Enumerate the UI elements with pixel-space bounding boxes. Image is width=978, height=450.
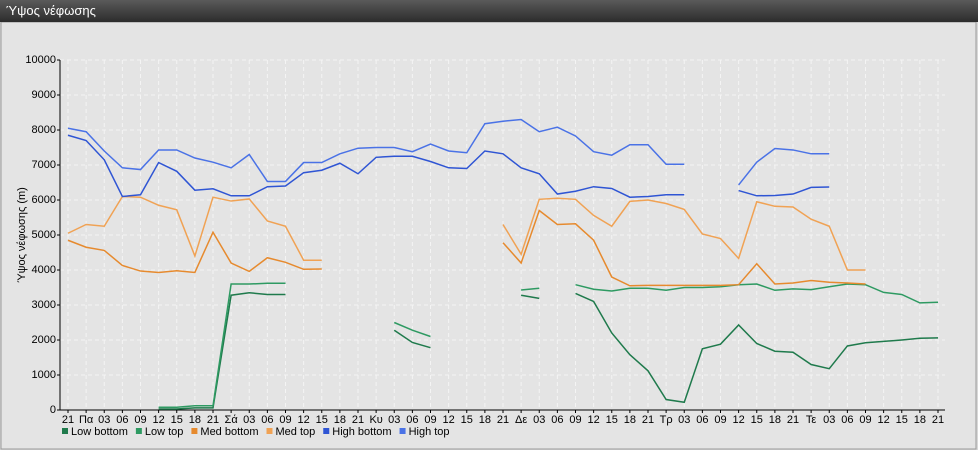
x-tick-label: 21 (787, 414, 799, 426)
x-tick-label: 18 (769, 414, 781, 426)
series-line (67, 195, 866, 271)
legend-label: High bottom (332, 426, 391, 438)
y-tick-label: 9000 (32, 89, 56, 101)
x-tick-label: 21 (352, 414, 364, 426)
x-tick-label: 06 (116, 414, 128, 426)
x-tick-label: 21 (642, 414, 654, 426)
x-tick-label: 09 (424, 414, 436, 426)
x-tick-label: 18 (334, 414, 346, 426)
legend-label: Med bottom (200, 426, 258, 438)
legend-swatch (191, 428, 198, 434)
y-tick-label: 7000 (32, 159, 56, 171)
x-tick-label: Πα (79, 414, 94, 426)
x-tick-label: 12 (443, 414, 455, 426)
chart: Ύψος νέφωσης (m) 0 1000 2000 3000 4000 5000 60… (0, 22, 977, 450)
x-tick-label: 15 (316, 414, 328, 426)
y-tick-label: 1000 (32, 369, 56, 381)
x-tick-label: 03 (388, 414, 400, 426)
x-tick-label: 21 (207, 414, 219, 426)
x-tick-label: 21 (62, 414, 74, 426)
x-tick-label: 15 (751, 414, 763, 426)
x-tick-label: 12 (588, 414, 600, 426)
x-tick-label: 09 (859, 414, 871, 426)
x-tick-label: 21 (932, 414, 944, 426)
window-title: Ύψος νέφωσης (0, 0, 978, 22)
x-tick-label: Τρ (660, 414, 673, 426)
x-tick-label: Δε (515, 414, 527, 426)
x-tick-label: 09 (569, 414, 581, 426)
legend-swatch (62, 428, 68, 434)
x-tick-label: 09 (279, 414, 291, 426)
x-tick-label: 15 (606, 414, 618, 426)
x-tick-label: 18 (479, 414, 491, 426)
y-tick-label: 3000 (32, 299, 56, 311)
series-line (158, 282, 939, 408)
x-tick-label: 21 (497, 414, 509, 426)
y-tick-label: 2000 (32, 334, 56, 346)
x-tick-label: 15 (171, 414, 183, 426)
x-tick-label: 06 (406, 414, 418, 426)
x-tick-label: 12 (298, 414, 310, 426)
x-tick-label: 18 (189, 414, 201, 426)
legend-label: Low top (145, 426, 184, 438)
x-tick-label: Τε (806, 414, 817, 426)
x-tick-label: 09 (714, 414, 726, 426)
x-tick-label: 06 (551, 414, 563, 426)
x-tick-label: 09 (134, 414, 146, 426)
x-tick-label: 06 (841, 414, 853, 426)
x-tick-label: 12 (733, 414, 745, 426)
legend-swatch (135, 428, 142, 434)
series-line (158, 291, 939, 410)
x-tick-label: Κυ (369, 414, 382, 426)
y-axis-label: Ύψος νέφωσης (m) (16, 187, 28, 283)
legend-swatch (323, 428, 330, 434)
x-tick-label: Σά (225, 414, 239, 426)
y-tick-label: 4000 (32, 264, 56, 276)
legend-label: Med top (276, 426, 316, 438)
x-tick-label: 18 (624, 414, 636, 426)
x-tick-label: 03 (243, 414, 255, 426)
series-line (67, 134, 830, 198)
y-tick-label: 5000 (32, 229, 56, 241)
x-tick-label: 15 (896, 414, 908, 426)
x-tick-label: 06 (696, 414, 708, 426)
legend-swatch (399, 428, 406, 434)
y-tick-label: 10000 (25, 54, 56, 66)
x-tick-label: 03 (678, 414, 690, 426)
y-tick-label: 0 (50, 404, 56, 416)
x-tick-label: 03 (823, 414, 835, 426)
legend-swatch (266, 428, 273, 434)
x-tick-label: 18 (914, 414, 926, 426)
x-tick-label: 03 (98, 414, 110, 426)
x-tick-label: 12 (878, 414, 890, 426)
x-tick-label: 06 (261, 414, 273, 426)
x-tick-label: 03 (533, 414, 545, 426)
y-tick-label: 8000 (32, 124, 56, 136)
series-line (67, 118, 830, 186)
legend-label: Low bottom (71, 426, 128, 438)
x-tick-label: 15 (461, 414, 473, 426)
x-tick-label: 12 (153, 414, 165, 426)
y-tick-label: 6000 (32, 194, 56, 206)
legend-label: High top (409, 426, 450, 438)
series-line (67, 209, 866, 287)
